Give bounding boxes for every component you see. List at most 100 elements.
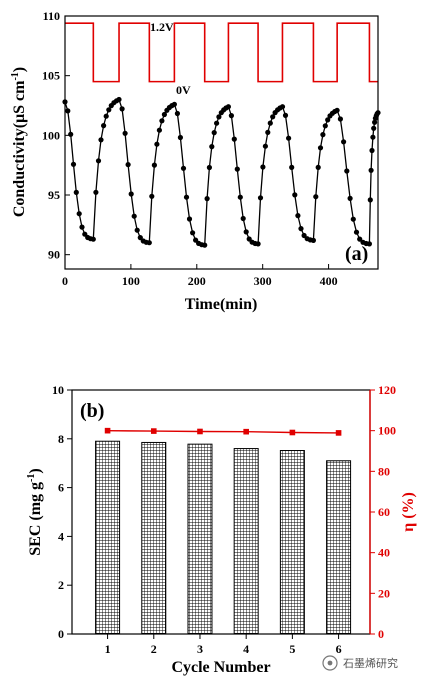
conductivity-line xyxy=(64,98,379,246)
y-tick-label: 10 xyxy=(52,383,64,397)
y2-tick-label: 120 xyxy=(378,383,396,397)
conductivity-point xyxy=(368,167,374,173)
y2-tick-label: 60 xyxy=(378,505,390,519)
panel-a-y-axis-title-close: ) xyxy=(11,67,28,72)
panel-b-x-axis-title: Cycle Number xyxy=(171,659,270,676)
conductivity-point xyxy=(334,107,340,113)
panel-a-x-axis-title: Time(min) xyxy=(185,296,258,313)
watermark: 石墨烯研究 xyxy=(322,655,398,671)
conductivity-point xyxy=(131,213,137,219)
x-tick-label: 2 xyxy=(151,642,157,656)
panel-b-eta-line xyxy=(104,427,342,436)
conductivity-point xyxy=(174,110,180,117)
panel-b-y2-axis-title: η (%) xyxy=(400,492,417,532)
conductivity-point xyxy=(370,134,376,140)
conductivity-point xyxy=(177,134,183,141)
eta-point xyxy=(104,427,111,434)
conductivity-point xyxy=(154,141,160,147)
conductivity-point xyxy=(225,104,231,110)
conductivity-point xyxy=(216,114,222,120)
conductivity-point xyxy=(237,194,243,200)
sec-bar xyxy=(95,440,121,635)
x-tick-label: 5 xyxy=(289,642,295,656)
conductivity-point xyxy=(119,106,125,112)
conductivity-point xyxy=(101,123,107,129)
conductivity-point xyxy=(286,135,292,141)
x-tick-label: 3 xyxy=(197,642,203,656)
sec-bar xyxy=(187,443,213,635)
conductivity-point xyxy=(344,168,350,174)
panel-a-y-axis-title: Conductivity(μS cm-1) xyxy=(10,67,28,217)
conductivity-point xyxy=(95,158,102,164)
conductivity-point xyxy=(353,229,360,235)
conductivity-point xyxy=(313,194,319,200)
y-tick-label: 105 xyxy=(42,69,60,83)
conductivity-point xyxy=(228,113,234,119)
conductivity-point xyxy=(204,196,210,202)
y-tick-label: 6 xyxy=(58,481,64,495)
conductivity-point xyxy=(317,145,324,151)
conductivity-point xyxy=(151,162,157,168)
conductivity-point xyxy=(282,112,289,118)
y-tick-label: 95 xyxy=(48,188,60,202)
conductivity-point xyxy=(310,237,316,243)
panel-a-voltage-line xyxy=(65,22,378,83)
conductivity-point xyxy=(279,104,286,110)
conductivity-point xyxy=(367,197,373,203)
panel-b-y-axis-title-close: ) xyxy=(27,468,44,473)
sec-bar xyxy=(141,441,167,635)
conductivity-point xyxy=(116,96,122,103)
conductivity-point xyxy=(90,236,96,242)
x-tick-label: 100 xyxy=(122,274,140,288)
y-tick-label: 4 xyxy=(58,529,64,543)
conductivity-point xyxy=(234,166,240,172)
panel-a-markers xyxy=(62,96,381,248)
conductivity-point xyxy=(146,240,152,246)
watermark-text: 石墨烯研究 xyxy=(343,656,398,670)
panel-b-x-ticks: 1 2 3 4 5 6 xyxy=(105,634,342,656)
panel-b: 1 2 3 4 5 6 0 2 4 6 8 10 0 20 40 60 80 100 120 (b) Cycle… xyxy=(26,383,417,676)
conductivity-point xyxy=(243,229,249,235)
eta-point xyxy=(289,429,296,436)
conductivity-point xyxy=(369,147,375,154)
panel-b-y-axis-title-main: SEC (mg g xyxy=(27,482,44,556)
sec-bar xyxy=(279,450,305,635)
conductivity-point xyxy=(341,139,347,145)
conductivity-point xyxy=(122,130,128,136)
conductivity-point xyxy=(265,129,271,135)
conductivity-point xyxy=(206,164,212,171)
panel-b-bars xyxy=(95,440,352,635)
sec-bar xyxy=(233,448,259,635)
conductivity-point xyxy=(70,161,77,167)
conductivity-point xyxy=(106,107,112,113)
watermark-logo-dot xyxy=(327,660,333,666)
conductivity-point xyxy=(371,125,377,131)
conductivity-point xyxy=(262,143,268,149)
panel-b-y2-ticks: 0 20 40 60 80 100 120 xyxy=(370,383,396,641)
y-tick-label: 2 xyxy=(58,578,64,592)
panel-a-y-ticks: 90 95 100 105 110 xyxy=(42,9,70,262)
panel-a-label: (a) xyxy=(345,243,368,265)
conductivity-point xyxy=(65,108,71,114)
conductivity-point xyxy=(209,144,215,150)
y-tick-label: 90 xyxy=(48,248,60,262)
panel-a-conductivity-curve xyxy=(64,98,379,246)
conductivity-point xyxy=(180,165,187,171)
conductivity-point xyxy=(357,236,363,242)
conductivity-point xyxy=(298,226,304,232)
conductivity-point xyxy=(98,137,104,143)
conductivity-point xyxy=(350,216,356,222)
eta-line xyxy=(107,430,339,434)
x-tick-label: 300 xyxy=(254,274,272,288)
eta-point xyxy=(150,428,157,434)
panel-a-high-voltage-label: 1.2V xyxy=(150,20,174,34)
panel-a-y-axis-title-main: Conductivity(μS cm xyxy=(11,80,28,217)
x-tick-label: 1 xyxy=(105,642,111,656)
y2-tick-label: 0 xyxy=(378,627,384,641)
x-tick-label: 200 xyxy=(188,274,206,288)
y-tick-label: 8 xyxy=(58,432,64,446)
conductivity-point xyxy=(325,117,331,123)
conductivity-point xyxy=(257,195,264,201)
